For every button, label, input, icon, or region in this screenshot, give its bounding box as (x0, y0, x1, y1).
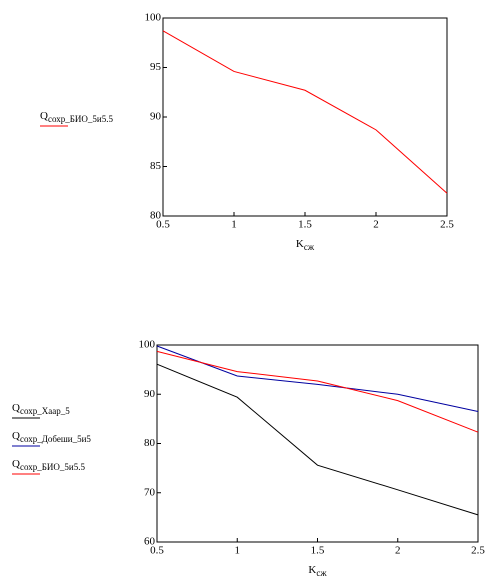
legend-label: Qсохр_БИО_5и5.5 (12, 458, 85, 473)
y-tick-label: 100 (139, 339, 156, 351)
x-axis-label-sub: сж (316, 568, 327, 578)
legend-label-sub: сохр_БИО_5и5.5 (20, 462, 86, 472)
x-tick-label: 2 (395, 545, 401, 557)
y-tick-label: 95 (150, 61, 162, 73)
x-tick-label: 1 (231, 219, 237, 231)
legend-label-main: Q (40, 110, 48, 122)
legend-label-main: Q (12, 458, 20, 470)
x-tick-label: 1.5 (298, 219, 312, 231)
x-tick-label: 2 (373, 219, 379, 231)
y-tick-label: 60 (144, 536, 156, 548)
legend-label-sub: сохр_Хаар_5 (20, 406, 70, 416)
legend-label: Qсохр_Хаар_5 (12, 402, 70, 417)
x-tick-label: 2.5 (471, 545, 485, 557)
data-line (156, 363, 479, 516)
legend-label: Qсохр_БИО_5и5.5 (40, 110, 113, 125)
x-axis-label-main: K (308, 564, 316, 576)
legend-label-main: Q (12, 402, 20, 414)
plot-frame (156, 344, 479, 543)
x-tick-label: 1 (235, 545, 241, 557)
legend-label-sub: сохр_БИО_5и5.5 (48, 114, 114, 124)
legend-label-sub: сохр_Добеши_5и5 (20, 434, 91, 444)
y-tick-label: 80 (144, 437, 156, 449)
y-tick-label: 100 (145, 12, 162, 24)
x-tick-label: 1.5 (311, 545, 325, 557)
x-axis-label-main: K (296, 238, 304, 250)
y-tick-label: 70 (144, 486, 156, 498)
legend-label: Qсохр_Добеши_5и5 (12, 430, 91, 445)
x-axis-label-sub: сж (304, 242, 315, 252)
data-line (162, 30, 448, 194)
plot-frame (162, 17, 448, 217)
x-tick-label: 0.5 (150, 545, 164, 557)
x-tick-label: 2.5 (440, 219, 454, 231)
legend-label-main: Q (12, 430, 20, 442)
x-axis-label: Kсж (296, 238, 315, 253)
y-tick-label: 85 (150, 160, 162, 172)
y-tick-label: 90 (150, 111, 162, 123)
x-axis-label: Kсж (308, 564, 327, 579)
y-tick-label: 90 (144, 388, 156, 400)
data-line (156, 350, 479, 433)
y-tick-label: 80 (150, 210, 162, 222)
data-line (156, 345, 479, 412)
x-tick-label: 0.5 (156, 219, 170, 231)
